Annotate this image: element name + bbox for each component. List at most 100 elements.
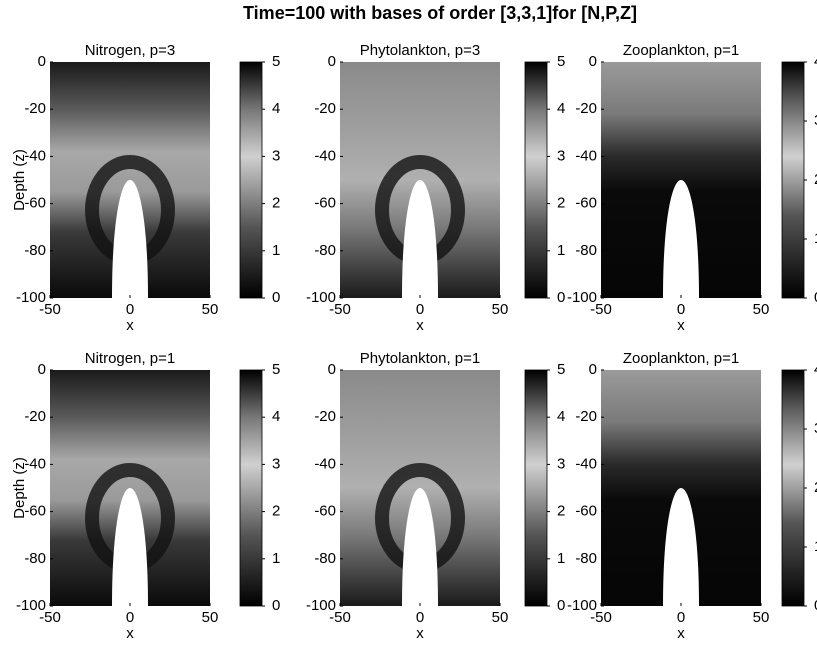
x-tick-label: 0 bbox=[677, 609, 685, 626]
x-tick-label: 50 bbox=[492, 609, 509, 626]
colorbar-tick-label: 3 bbox=[557, 455, 565, 472]
x-tick-label: 50 bbox=[753, 301, 770, 318]
y-axis-label: Depth (z) bbox=[11, 457, 28, 519]
y-tick-label: 0 bbox=[38, 53, 46, 70]
y-tick-label: -100 bbox=[16, 597, 46, 614]
y-tick-label: -60 bbox=[575, 195, 597, 212]
panel-title: Phytolankton, p=1 bbox=[360, 350, 481, 367]
seamount bbox=[402, 180, 438, 298]
colorbar-tick-label: 3 bbox=[814, 112, 817, 129]
figure-title: Time=100 with bases of order [3,3,1]for … bbox=[243, 3, 637, 23]
x-tick-label: -50 bbox=[329, 301, 351, 318]
colorbar-tick-label: 0 bbox=[814, 289, 817, 306]
colorbar-tick-label: 3 bbox=[557, 147, 565, 164]
colorbar-tick-label: 5 bbox=[557, 361, 565, 378]
y-tick-label: -80 bbox=[575, 242, 597, 259]
colorbar-tick-label: 1 bbox=[557, 550, 565, 567]
y-tick-label: -100 bbox=[306, 597, 336, 614]
y-tick-label: -20 bbox=[24, 408, 46, 425]
seamount bbox=[402, 488, 438, 606]
colorbar-tick-label: 2 bbox=[814, 479, 817, 496]
colorbar-tick-label: 0 bbox=[557, 289, 565, 306]
colorbar-tick-label: 2 bbox=[557, 195, 565, 212]
colorbar-tick-label: 5 bbox=[272, 361, 280, 378]
x-tick-label: 0 bbox=[677, 301, 685, 318]
colorbar-tick-label: 1 bbox=[557, 242, 565, 259]
y-tick-label: -20 bbox=[314, 100, 336, 117]
y-tick-label: -80 bbox=[24, 550, 46, 567]
colorbar-tick-label: 4 bbox=[272, 100, 280, 117]
y-tick-label: -40 bbox=[24, 147, 46, 164]
x-tick-label: 0 bbox=[126, 609, 134, 626]
y-tick-label: -40 bbox=[314, 455, 336, 472]
y-tick-label: -40 bbox=[575, 147, 597, 164]
y-tick-label: -60 bbox=[314, 195, 336, 212]
panel-title: Zooplankton, p=1 bbox=[623, 42, 739, 59]
panel-title: Nitrogen, p=1 bbox=[85, 350, 175, 367]
y-tick-label: 0 bbox=[589, 361, 597, 378]
x-axis-label: x bbox=[416, 317, 424, 334]
colorbar bbox=[781, 369, 805, 607]
colorbar-tick-label: 0 bbox=[272, 597, 280, 614]
colorbar-tick-label: 5 bbox=[272, 53, 280, 70]
x-tick-label: 50 bbox=[753, 609, 770, 626]
colorbar bbox=[524, 369, 548, 607]
y-tick-label: -80 bbox=[314, 242, 336, 259]
y-tick-label: -60 bbox=[24, 195, 46, 212]
y-tick-label: -80 bbox=[24, 242, 46, 259]
x-axis-label: x bbox=[677, 625, 685, 642]
colorbar-tick-label: 1 bbox=[814, 230, 817, 247]
x-tick-label: 50 bbox=[492, 301, 509, 318]
colorbar-tick-label: 4 bbox=[814, 361, 817, 378]
x-tick-label: 0 bbox=[126, 301, 134, 318]
colorbar-tick-label: 2 bbox=[557, 503, 565, 520]
colorbar bbox=[239, 61, 263, 299]
colorbar-tick-label: 1 bbox=[272, 550, 280, 567]
x-axis-label: x bbox=[126, 317, 134, 334]
y-tick-label: -20 bbox=[575, 408, 597, 425]
panel-title: Nitrogen, p=3 bbox=[85, 42, 175, 59]
seamount bbox=[663, 488, 699, 606]
y-tick-label: -100 bbox=[306, 289, 336, 306]
y-tick-label: -100 bbox=[567, 597, 597, 614]
y-tick-label: -80 bbox=[575, 550, 597, 567]
x-tick-label: -50 bbox=[329, 609, 351, 626]
colorbar bbox=[524, 61, 548, 299]
x-axis-label: x bbox=[416, 625, 424, 642]
panel-title: Phytolankton, p=3 bbox=[360, 42, 481, 59]
colorbar-tick-label: 0 bbox=[557, 597, 565, 614]
colorbar bbox=[239, 369, 263, 607]
panel-title: Zooplankton, p=1 bbox=[623, 350, 739, 367]
colorbar-tick-label: 4 bbox=[272, 408, 280, 425]
y-tick-label: -20 bbox=[314, 408, 336, 425]
y-axis-label: Depth (z) bbox=[11, 149, 28, 211]
seamount bbox=[112, 180, 148, 298]
colorbar-tick-label: 4 bbox=[557, 408, 565, 425]
x-tick-label: 50 bbox=[202, 609, 219, 626]
colorbar-tick-label: 1 bbox=[814, 538, 817, 555]
y-tick-label: -60 bbox=[575, 503, 597, 520]
y-tick-label: -100 bbox=[567, 289, 597, 306]
x-tick-label: -50 bbox=[590, 609, 612, 626]
y-tick-label: -100 bbox=[16, 289, 46, 306]
x-tick-label: 0 bbox=[416, 301, 424, 318]
y-tick-label: 0 bbox=[328, 361, 336, 378]
seamount bbox=[112, 488, 148, 606]
y-tick-label: -40 bbox=[314, 147, 336, 164]
colorbar-tick-label: 3 bbox=[814, 420, 817, 437]
y-tick-label: -20 bbox=[575, 100, 597, 117]
colorbar-tick-label: 4 bbox=[814, 53, 817, 70]
y-tick-label: -80 bbox=[314, 550, 336, 567]
y-tick-label: 0 bbox=[589, 53, 597, 70]
x-tick-label: 0 bbox=[416, 609, 424, 626]
colorbar-tick-label: 3 bbox=[272, 147, 280, 164]
y-tick-label: -60 bbox=[314, 503, 336, 520]
colorbar-tick-label: 1 bbox=[272, 242, 280, 259]
colorbar-tick-label: 3 bbox=[272, 455, 280, 472]
y-tick-label: -20 bbox=[24, 100, 46, 117]
y-tick-label: -60 bbox=[24, 503, 46, 520]
x-tick-label: -50 bbox=[590, 301, 612, 318]
x-tick-label: -50 bbox=[39, 301, 61, 318]
x-tick-label: -50 bbox=[39, 609, 61, 626]
colorbar-tick-label: 4 bbox=[557, 100, 565, 117]
